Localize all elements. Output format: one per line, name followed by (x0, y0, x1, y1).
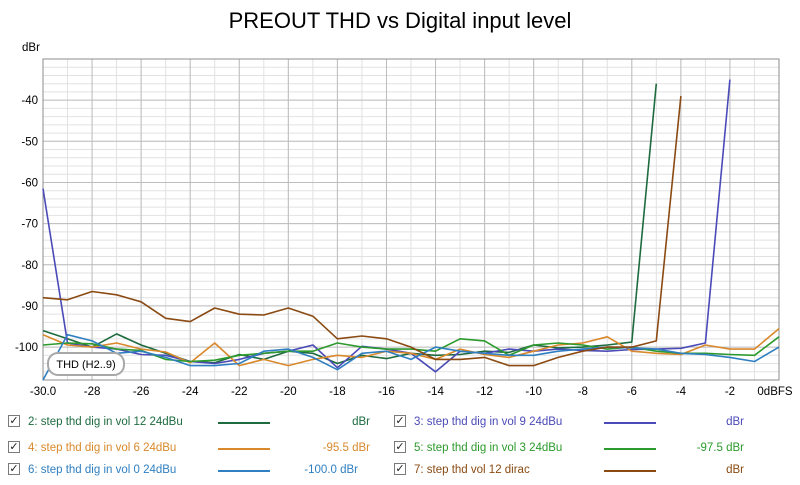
legend-line-swatch (218, 448, 270, 450)
y-tick-label: -50 (21, 136, 38, 148)
legend-checkbox[interactable]: ✓ (8, 441, 20, 453)
legend-line-swatch (604, 422, 656, 424)
legend-label: 6: step thd dig in vol 0 24dBu (28, 464, 177, 476)
y-tick-label: -40 (21, 95, 38, 107)
legend-row-1: ✓ 2: step thd dig in vol 12 24dBu dBr ✓ … (0, 412, 800, 432)
legend-checkbox[interactable]: ✓ (394, 463, 406, 475)
x-tick-label: -28 (84, 386, 101, 398)
y-tick-label: -80 (21, 260, 38, 272)
x-tick-label: -12 (476, 386, 493, 398)
legend-label: 3: step thd dig in vol 9 24dBu (414, 416, 563, 428)
x-tick-label: -10 (525, 386, 542, 398)
annotation-text: THD (H2..9) (56, 359, 115, 371)
legend-row-3: ✓ 6: step thd dig in vol 0 24dBu -100.0 … (0, 460, 800, 480)
chart-title: PREOUT THD vs Digital input level (228, 8, 572, 33)
legend-line-swatch (218, 422, 270, 424)
x-tick-label: -20 (280, 386, 297, 398)
x-tick-label: -2 (725, 386, 735, 398)
legend-value: dBr (726, 416, 744, 428)
x-tick-label: -8 (578, 386, 588, 398)
legend-value: -100.0 dBr (304, 464, 358, 476)
series-line-2 (42, 83, 658, 365)
x-tick-label: -26 (133, 386, 150, 398)
x-tick-label: 0dBFS (757, 386, 792, 398)
x-tick-label: -16 (378, 386, 395, 398)
y-tick-label: -60 (21, 177, 38, 189)
chart-plot: -30.0 -28 -26 -24 -22 -20 -18 -16 -14 -12 -10 -8 -6 -… (15, 42, 793, 398)
legend-value: -97.5 dBr (696, 442, 744, 454)
legend-label: 7: step thd vol 12 dirac (414, 464, 530, 476)
legend-row-2: ✓ 4: step thd dig in vol 6 24dBu -95.5 d… (0, 438, 800, 458)
annotation-box (47, 352, 125, 376)
legend-label: 2: step thd dig in vol 12 24dBu (28, 416, 183, 428)
legend-checkbox[interactable]: ✓ (394, 415, 406, 427)
legend-label: 4: step thd dig in vol 6 24dBu (28, 442, 177, 454)
x-tick-label: -6 (627, 386, 637, 398)
x-tick-label: -4 (676, 386, 687, 398)
legend-label: 5: step thd dig in vol 3 24dBu (414, 442, 563, 454)
series-line-6 (42, 333, 780, 381)
series-line-4 (42, 327, 780, 367)
x-tick-label: -30.0 (30, 386, 56, 398)
legend-line-swatch (604, 470, 656, 472)
legend-value: dBr (352, 416, 370, 428)
legend-line-swatch (604, 448, 656, 450)
y-axis-label: dBr (22, 42, 40, 54)
legend-line-swatch (218, 470, 270, 472)
x-tick-label: -24 (182, 386, 199, 398)
y-tick-label: -70 (21, 219, 38, 231)
legend-checkbox[interactable]: ✓ (8, 415, 20, 427)
series-line-5 (42, 336, 780, 363)
legend-value: dBr (726, 464, 744, 476)
y-tick-label: -100 (15, 342, 38, 354)
legend-checkbox[interactable]: ✓ (394, 441, 406, 453)
x-tick-label: -22 (231, 386, 248, 398)
plot-frame (42, 58, 780, 381)
x-tick-label: -18 (329, 386, 346, 398)
x-tick-label: -14 (427, 386, 444, 398)
legend-value: -95.5 dBr (322, 442, 370, 454)
y-tick-label: -90 (21, 301, 38, 313)
series-line-7 (42, 95, 682, 367)
legend-checkbox[interactable]: ✓ (8, 463, 20, 475)
